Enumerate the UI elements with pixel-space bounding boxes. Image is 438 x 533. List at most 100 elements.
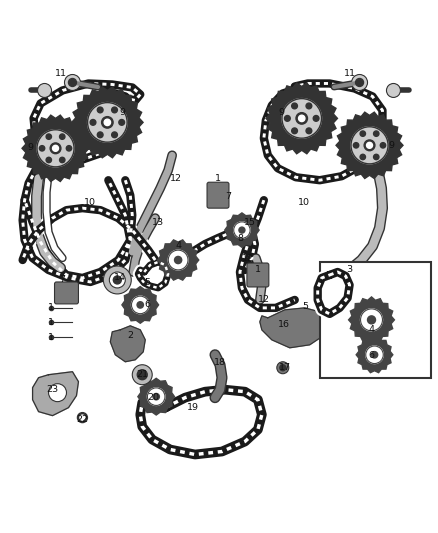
Polygon shape <box>122 287 159 323</box>
Circle shape <box>292 103 297 109</box>
Text: 7: 7 <box>60 276 66 285</box>
Text: 4: 4 <box>368 325 374 334</box>
Circle shape <box>352 75 367 91</box>
Circle shape <box>153 393 159 400</box>
Text: 5: 5 <box>144 278 150 287</box>
Circle shape <box>104 119 110 126</box>
Circle shape <box>360 154 365 160</box>
Circle shape <box>306 103 312 109</box>
Polygon shape <box>336 112 403 179</box>
Circle shape <box>119 119 124 125</box>
Circle shape <box>88 102 127 142</box>
Text: 5: 5 <box>303 302 309 311</box>
Circle shape <box>306 128 312 134</box>
Circle shape <box>102 117 113 128</box>
Circle shape <box>78 413 88 423</box>
Circle shape <box>68 78 77 86</box>
Text: 20: 20 <box>147 393 159 402</box>
Circle shape <box>174 256 182 264</box>
Polygon shape <box>32 372 78 416</box>
Polygon shape <box>349 297 395 343</box>
Text: 8: 8 <box>28 246 34 255</box>
FancyBboxPatch shape <box>54 282 78 304</box>
Text: 11: 11 <box>343 69 356 78</box>
Text: 7: 7 <box>225 192 231 201</box>
Circle shape <box>53 146 59 151</box>
Polygon shape <box>72 87 143 158</box>
Text: 1: 1 <box>48 333 53 342</box>
Circle shape <box>367 316 375 324</box>
Circle shape <box>46 157 52 163</box>
Polygon shape <box>225 213 259 247</box>
Circle shape <box>371 352 378 358</box>
Text: 1: 1 <box>48 318 53 327</box>
Text: 23: 23 <box>46 385 59 394</box>
Polygon shape <box>266 83 337 154</box>
Circle shape <box>46 134 52 139</box>
Polygon shape <box>138 378 174 415</box>
Text: 1: 1 <box>255 265 261 274</box>
Text: 12: 12 <box>170 174 182 183</box>
Text: 3: 3 <box>346 265 353 274</box>
FancyBboxPatch shape <box>247 263 269 287</box>
Circle shape <box>366 346 383 364</box>
Circle shape <box>282 99 321 138</box>
Polygon shape <box>356 337 393 373</box>
Circle shape <box>353 143 359 148</box>
Circle shape <box>168 250 188 270</box>
Circle shape <box>113 276 121 284</box>
Text: 13: 13 <box>152 217 164 227</box>
Circle shape <box>60 157 65 163</box>
Text: 14: 14 <box>114 273 126 282</box>
Text: 6: 6 <box>144 301 150 309</box>
Circle shape <box>137 302 143 308</box>
Circle shape <box>351 127 388 164</box>
Circle shape <box>80 415 85 420</box>
Circle shape <box>380 143 386 148</box>
Circle shape <box>280 365 286 371</box>
Circle shape <box>132 365 152 385</box>
Circle shape <box>277 362 289 374</box>
Text: 8: 8 <box>237 233 243 243</box>
Bar <box>320 262 431 378</box>
Text: 6: 6 <box>368 351 374 360</box>
Text: 21: 21 <box>136 370 148 379</box>
Circle shape <box>285 116 290 122</box>
Circle shape <box>97 107 103 113</box>
Circle shape <box>374 154 379 160</box>
Circle shape <box>103 266 131 294</box>
Circle shape <box>239 227 245 233</box>
Text: 4: 4 <box>175 240 181 249</box>
Circle shape <box>299 115 305 122</box>
Polygon shape <box>22 115 89 181</box>
Text: 17: 17 <box>279 363 291 372</box>
Polygon shape <box>260 308 328 348</box>
Text: 9: 9 <box>279 108 285 117</box>
Text: 12: 12 <box>258 295 270 304</box>
Text: 16: 16 <box>278 320 290 329</box>
Circle shape <box>97 132 103 138</box>
Text: 22: 22 <box>77 415 88 424</box>
Text: 18: 18 <box>214 358 226 367</box>
Circle shape <box>50 143 61 154</box>
Text: 11: 11 <box>54 69 67 78</box>
Circle shape <box>367 142 372 148</box>
Circle shape <box>64 75 81 91</box>
Circle shape <box>112 132 117 138</box>
Text: 19: 19 <box>187 403 199 412</box>
Circle shape <box>39 146 45 151</box>
Circle shape <box>360 131 365 136</box>
Circle shape <box>296 112 307 124</box>
Text: 9: 9 <box>389 141 395 150</box>
Text: 10: 10 <box>298 198 310 207</box>
Circle shape <box>234 222 250 238</box>
Circle shape <box>137 370 147 379</box>
Text: 1: 1 <box>48 303 53 312</box>
Polygon shape <box>110 326 145 362</box>
Circle shape <box>360 309 382 331</box>
Circle shape <box>292 128 297 134</box>
Polygon shape <box>158 240 199 280</box>
Circle shape <box>90 119 96 125</box>
Circle shape <box>60 134 65 139</box>
Text: 9: 9 <box>119 108 125 117</box>
